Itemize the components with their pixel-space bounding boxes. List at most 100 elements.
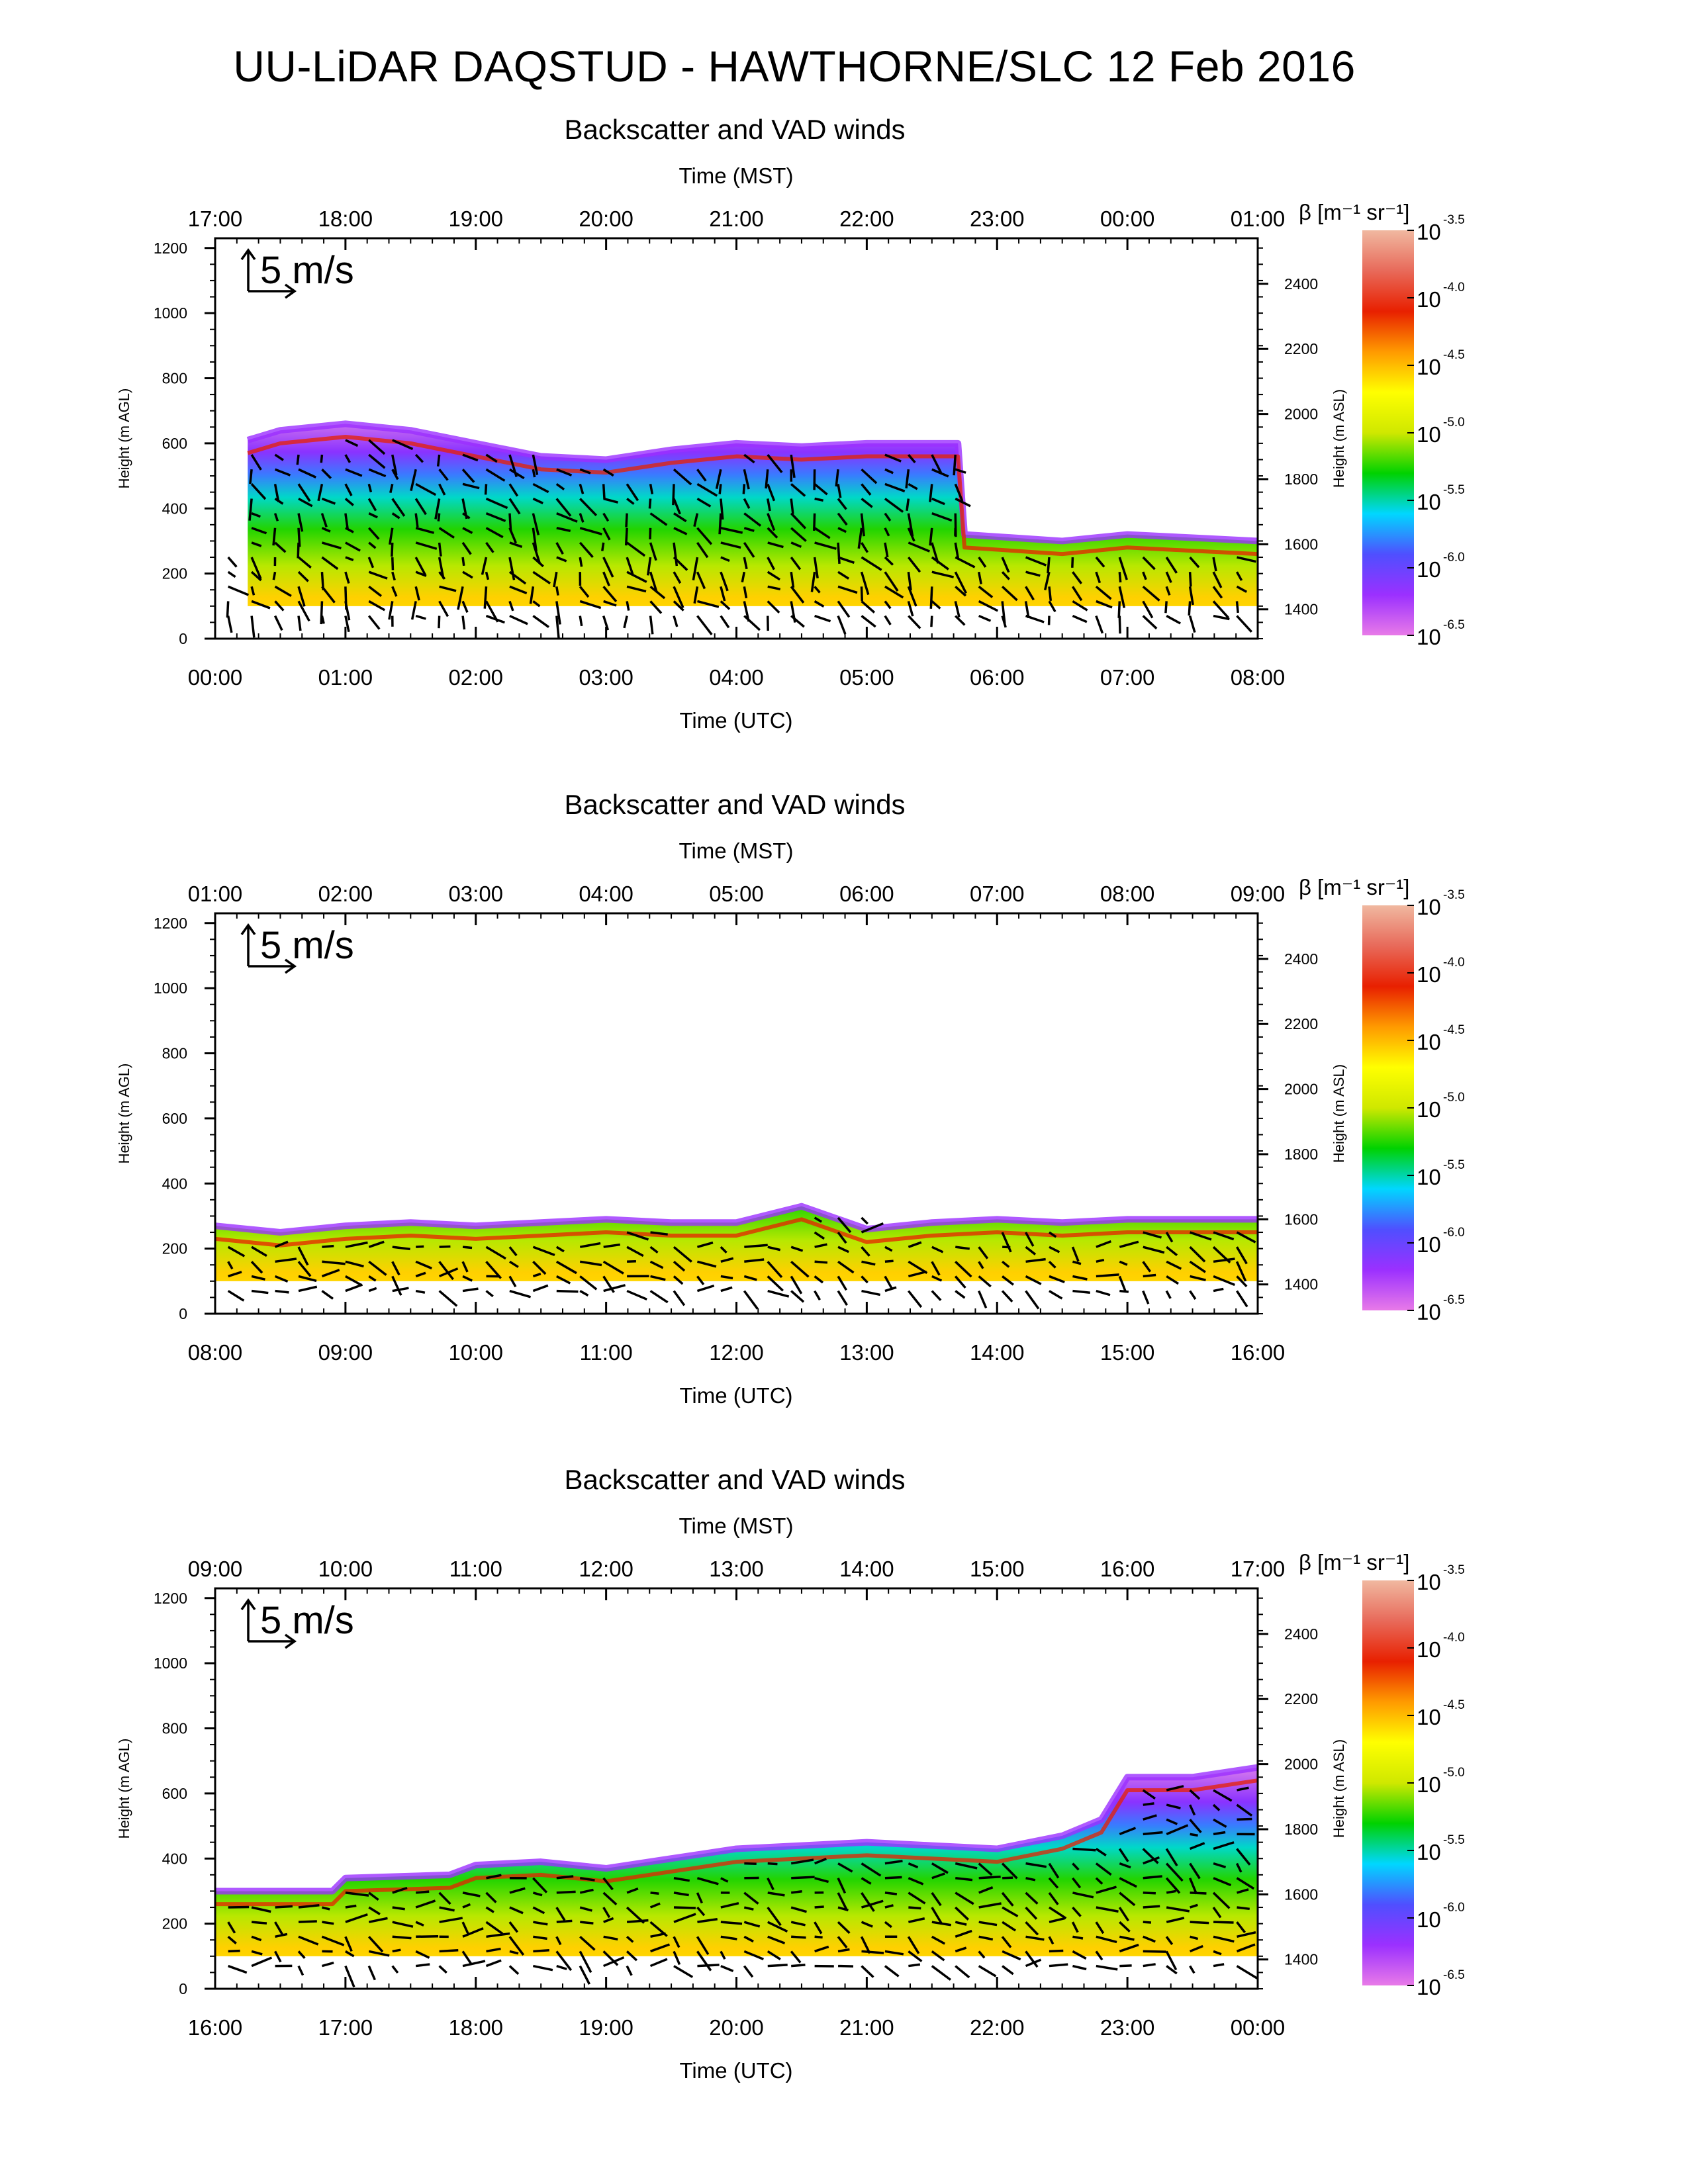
wind-arrow xyxy=(861,615,876,628)
wind-arrow xyxy=(908,1891,926,1905)
wind-arrow xyxy=(623,615,628,629)
wind-arrow xyxy=(954,542,960,559)
wind-arrow xyxy=(274,1240,289,1248)
wind-arrow xyxy=(415,1289,426,1294)
wind-arrow xyxy=(228,585,250,596)
wind-arrow xyxy=(461,557,465,567)
y-tick-label: 800 xyxy=(162,1045,187,1062)
wind-arrow xyxy=(720,1921,743,1925)
wind-arrow xyxy=(1119,1943,1139,1953)
wind-arrow xyxy=(485,571,490,580)
wind-arrow xyxy=(790,1950,802,1964)
wind-arrow xyxy=(439,1245,451,1248)
wind-arrow xyxy=(368,1906,381,1915)
wind-arrow xyxy=(275,1905,293,1909)
wind-arrow xyxy=(438,615,441,629)
wind-arrow xyxy=(1236,615,1252,633)
wind-arrow xyxy=(861,483,872,496)
wind-arrow xyxy=(931,1935,946,1945)
wind-arrow xyxy=(1095,1848,1107,1857)
colorbar-title: β [m⁻¹ sr⁻¹] xyxy=(1299,200,1409,224)
top-axis-title: Time (MST) xyxy=(679,839,794,863)
wind-arrow xyxy=(743,541,755,558)
wind-arrow xyxy=(1213,1818,1227,1828)
scale-label: 5 m/s xyxy=(260,249,354,292)
wind-arrow xyxy=(1049,1949,1064,1953)
wind-arrow xyxy=(743,1950,765,1960)
colorbar-tick-base: 10 xyxy=(1417,1097,1441,1122)
panel-title: Backscatter and VAD winds xyxy=(564,114,905,145)
wind-arrow xyxy=(814,1877,829,1884)
colorbar-tick-exponent: -3.5 xyxy=(1443,888,1465,902)
wind-arrow xyxy=(248,498,253,521)
wind-arrow xyxy=(298,1285,318,1293)
wind-arrow xyxy=(555,1246,565,1253)
wind-arrow xyxy=(321,527,331,533)
y2-tick-label: 2000 xyxy=(1284,406,1318,423)
y2-tick-label: 1600 xyxy=(1284,535,1318,553)
wind-arrow xyxy=(485,1891,497,1903)
wind-arrow xyxy=(860,513,865,537)
x-tick-label: 20:00 xyxy=(709,2015,764,2040)
wind-arrow xyxy=(649,542,657,561)
colorbar-tick-base: 10 xyxy=(1417,895,1441,919)
wind-arrow xyxy=(1095,1950,1103,1961)
wind-arrow xyxy=(555,601,561,625)
wind-arrow xyxy=(415,570,427,577)
wind-arrow xyxy=(579,541,594,559)
wind-arrow xyxy=(556,556,567,563)
wind-arrow xyxy=(1048,1862,1060,1879)
wind-arrow xyxy=(1071,557,1074,568)
wind-arrow xyxy=(1048,586,1053,602)
wind-arrow xyxy=(954,601,961,617)
wind-arrow xyxy=(415,541,438,550)
wind-arrow xyxy=(461,1261,469,1273)
y-tick-label: 1000 xyxy=(154,979,187,997)
x-tick-label: 01:00 xyxy=(318,665,373,690)
wind-arrow xyxy=(744,1258,765,1263)
wind-arrow xyxy=(861,1891,875,1912)
wind-arrow xyxy=(743,498,751,509)
wind-arrow xyxy=(1119,1827,1137,1835)
wind-arrow xyxy=(368,600,386,612)
wind-arrow xyxy=(461,600,469,613)
wind-arrow xyxy=(320,454,324,463)
wind-arrow xyxy=(508,454,518,478)
wind-arrow xyxy=(251,1906,271,1913)
wind-arrow xyxy=(790,498,794,514)
y2-tick-label: 1800 xyxy=(1284,1146,1318,1163)
wind-arrow xyxy=(416,1890,430,1894)
y-tick-label: 0 xyxy=(179,1980,187,1997)
wind-arrow xyxy=(227,556,238,568)
y2-axis-title: Height (m ASL) xyxy=(1331,1739,1347,1838)
wind-arrow xyxy=(414,513,419,527)
wind-arrow xyxy=(908,1862,919,1869)
wind-arrow xyxy=(415,1899,436,1909)
wind-arrow xyxy=(861,468,878,484)
wind-arrow xyxy=(767,454,783,473)
wind-arrow xyxy=(344,1936,353,1952)
panel-title: Backscatter and VAD winds xyxy=(564,1464,905,1495)
wind-arrow xyxy=(1025,586,1035,601)
wind-arrow xyxy=(579,498,598,517)
wind-arrow xyxy=(696,469,707,482)
wind-arrow xyxy=(1025,1246,1037,1255)
wind-arrow xyxy=(931,1872,945,1880)
wind-arrow xyxy=(556,1275,571,1285)
wind-arrow xyxy=(1025,1290,1040,1310)
wind-arrow xyxy=(532,615,550,629)
wind-arrow xyxy=(696,527,713,545)
wind-arrow xyxy=(765,469,769,489)
wind-arrow xyxy=(556,1890,576,1894)
wind-arrow xyxy=(1237,1817,1252,1821)
wind-arrow xyxy=(345,1904,357,1909)
wind-arrow xyxy=(1119,1289,1129,1293)
top-tick-label: 17:00 xyxy=(1231,1557,1286,1581)
wind-arrow xyxy=(414,557,426,576)
top-tick-label: 06:00 xyxy=(839,882,894,906)
wind-arrow xyxy=(1190,1935,1199,1940)
wind-arrow xyxy=(1237,1888,1249,1894)
wind-arrow xyxy=(1118,1848,1129,1862)
panel-title: Backscatter and VAD winds xyxy=(564,789,905,820)
wind-arrow xyxy=(626,1289,647,1300)
